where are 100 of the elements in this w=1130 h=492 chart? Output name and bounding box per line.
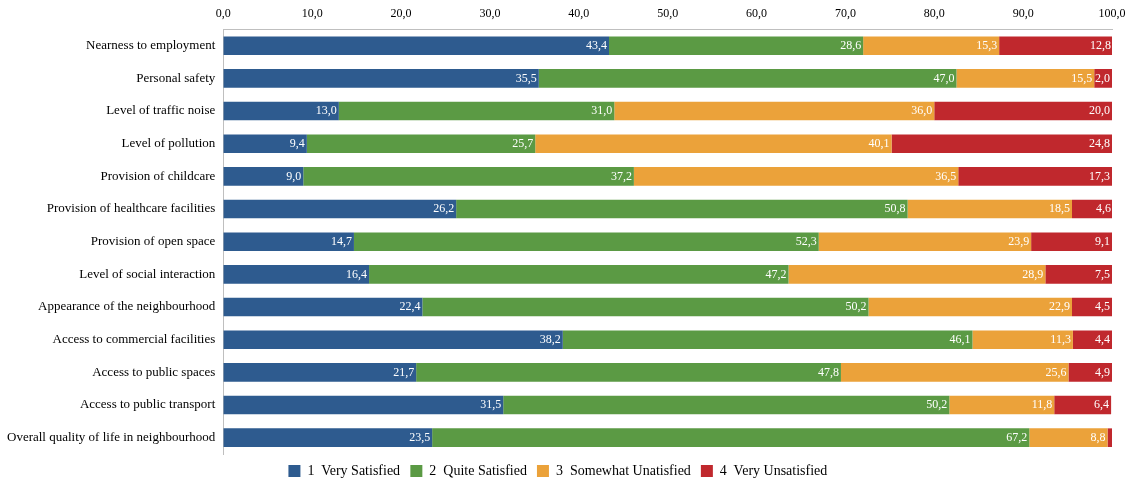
bar	[223, 428, 433, 447]
data-label: 15,3	[976, 37, 998, 52]
data-label: 50,2	[926, 397, 948, 412]
data-label: 47,0	[933, 70, 955, 85]
bar	[633, 167, 959, 186]
bar	[432, 428, 1030, 447]
bar	[223, 330, 563, 349]
bar	[538, 69, 957, 88]
data-label: 4,4	[1095, 331, 1110, 346]
bar	[1107, 428, 1112, 447]
data-label: 17,3	[1089, 168, 1110, 183]
bar	[369, 265, 789, 284]
y-tick-label: Level of pollution	[121, 135, 216, 151]
x-tick-label: 50,0	[657, 6, 679, 21]
data-label: 36,0	[911, 103, 933, 118]
bar	[818, 232, 1032, 252]
data-label: 43,4	[586, 37, 607, 52]
y-tick-label: Provision of open space	[90, 233, 216, 249]
bar	[1031, 232, 1112, 252]
data-label: 14,7	[330, 233, 352, 248]
data-label: 67,2	[1006, 429, 1028, 444]
data-label: 9,0	[286, 168, 302, 183]
data-label: 23,9	[1008, 233, 1030, 248]
y-tick-label: Access to public transport	[79, 396, 216, 412]
x-tick-label: 70,0	[834, 6, 856, 21]
data-label: 37,2	[610, 168, 632, 183]
y-tick-label: Overall quality of life in neighbourhood	[7, 429, 216, 445]
data-label: 25,6	[1045, 364, 1067, 379]
bar	[863, 36, 1000, 56]
legend-label: 3 Somewhat Unatisfied	[555, 462, 691, 478]
bar	[907, 199, 1073, 219]
legend-label: 4 Very Unsatisfied	[719, 462, 828, 478]
bar	[223, 101, 339, 121]
y-tick-label: Access to public spaces	[92, 363, 216, 379]
x-tick-label: 100,0	[1098, 6, 1126, 21]
bar	[223, 297, 423, 317]
y-tick-label: Appearance of the neighbourhood	[38, 298, 216, 314]
data-label: 52,3	[795, 233, 817, 248]
x-tick-label: 60,0	[746, 6, 768, 21]
bar	[306, 134, 536, 154]
bar	[891, 134, 1112, 154]
x-tick-label: 40,0	[568, 6, 590, 21]
data-label: 24,8	[1089, 135, 1110, 150]
data-label: 11,8	[1031, 397, 1053, 412]
x-tick-label: 30,0	[479, 6, 501, 21]
data-label: 23,5	[409, 429, 431, 444]
bar	[223, 134, 307, 154]
y-tick-label: Provision of healthcare facilities	[46, 200, 216, 216]
data-label: 40,1	[868, 135, 890, 150]
bar	[535, 134, 892, 154]
y-tick-label: Nearness to employment	[86, 37, 216, 53]
bar	[503, 395, 950, 415]
x-tick-label: 0,0	[215, 6, 231, 21]
bar	[223, 69, 539, 88]
bar	[223, 232, 354, 252]
bar	[223, 363, 417, 382]
data-label: 6,4	[1094, 397, 1110, 412]
data-label: 28,9	[1022, 266, 1044, 281]
data-label: 21,7	[393, 364, 415, 379]
bar	[840, 363, 1069, 382]
data-label: 50,2	[845, 299, 867, 314]
x-tick-label: 80,0	[923, 6, 945, 21]
y-tick-label: Access to commercial facilities	[52, 331, 216, 347]
bar	[1068, 363, 1112, 382]
x-tick-label: 10,0	[301, 6, 323, 21]
data-label: 31,0	[591, 103, 613, 118]
bar	[868, 297, 1073, 317]
data-label: 22,9	[1049, 299, 1071, 314]
data-label: 35,5	[515, 70, 537, 85]
y-tick-label: Personal safety	[136, 69, 216, 85]
data-label: 18,5	[1049, 201, 1071, 216]
data-label: 9,1	[1095, 233, 1110, 248]
data-label: 15,5	[1071, 70, 1093, 85]
bar	[1029, 428, 1108, 447]
data-label: 46,1	[949, 331, 971, 346]
data-label: 20,0	[1089, 103, 1110, 118]
bar	[456, 199, 908, 219]
bar	[609, 36, 864, 56]
data-label: 4,9	[1095, 364, 1110, 379]
data-label: 2,0	[1095, 70, 1110, 85]
data-label: 16,4	[346, 266, 368, 281]
bar	[223, 199, 457, 219]
data-label: 38,2	[539, 331, 561, 346]
data-label: 26,2	[433, 201, 455, 216]
bar	[1054, 395, 1112, 415]
data-label: 4,5	[1095, 299, 1110, 314]
bar	[223, 395, 504, 415]
data-label: 50,8	[884, 201, 906, 216]
bar	[223, 167, 304, 186]
data-label: 31,5	[480, 397, 502, 412]
y-tick-label: Level of social interaction	[79, 265, 216, 281]
bar	[338, 101, 615, 121]
bar	[422, 297, 869, 317]
bar	[303, 167, 634, 186]
data-label: 28,6	[840, 37, 862, 52]
bar	[958, 167, 1112, 186]
x-tick-label: 20,0	[390, 6, 412, 21]
bar	[416, 363, 841, 382]
bar	[956, 69, 1095, 88]
data-label: 9,4	[289, 135, 305, 150]
